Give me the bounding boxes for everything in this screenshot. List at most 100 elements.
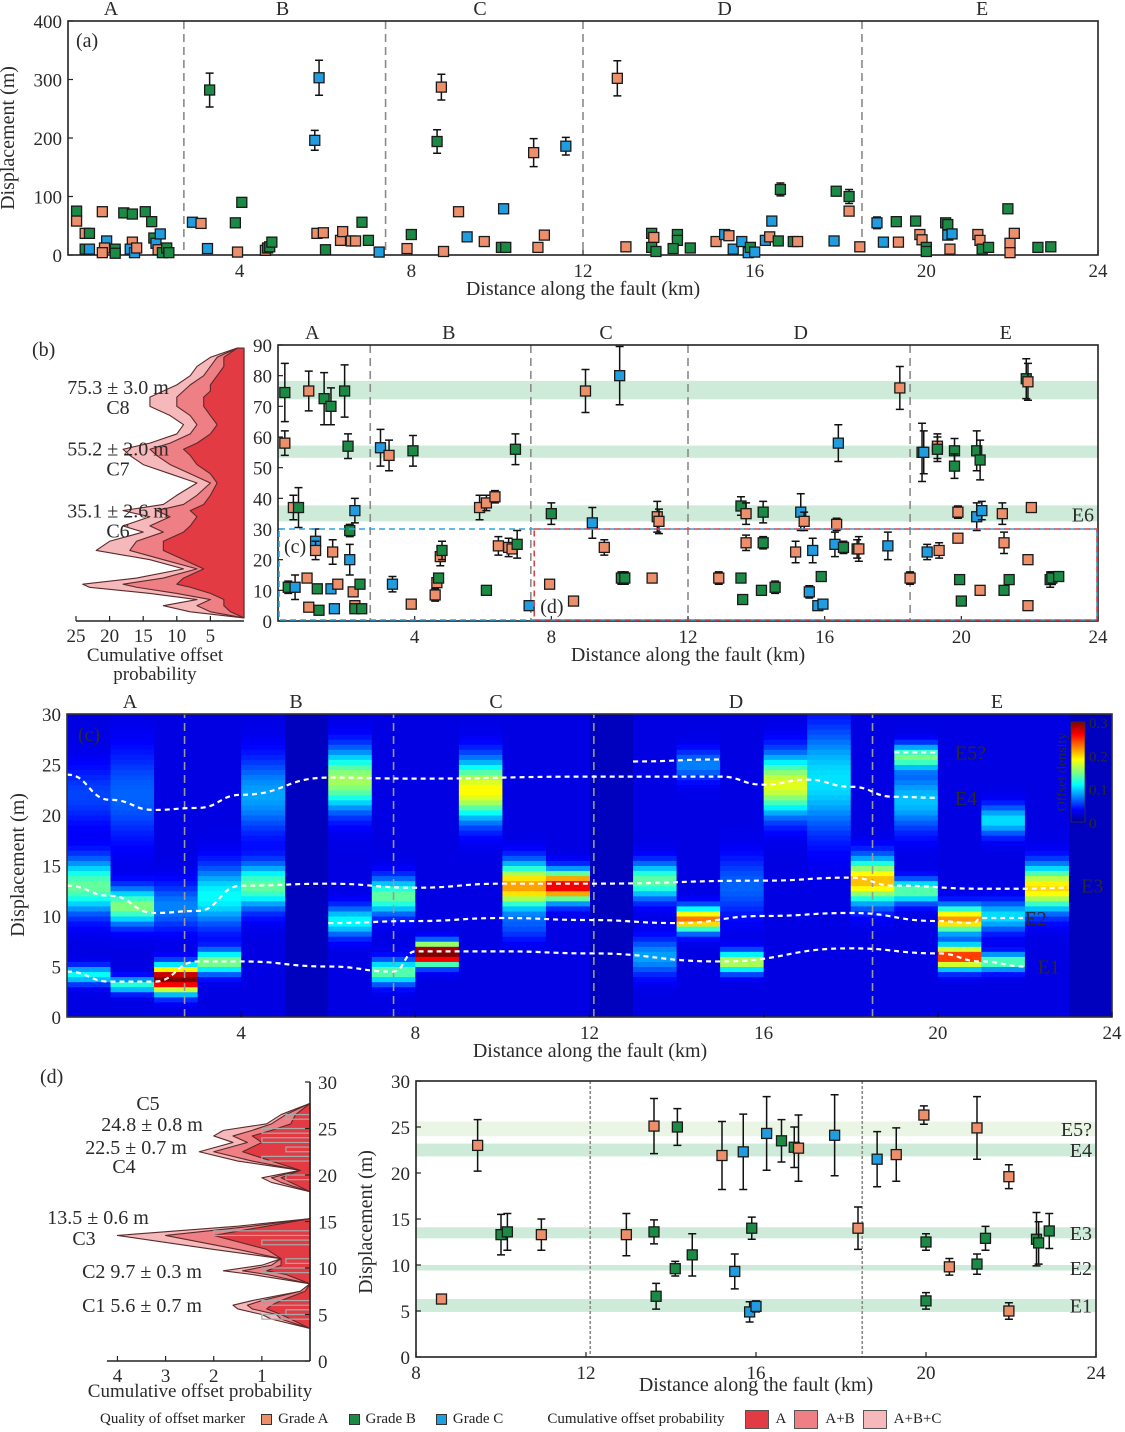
heatmap-cell [415, 890, 460, 897]
data-point-grade-b [757, 506, 769, 518]
heatmap-cell [197, 875, 242, 882]
y-tick-label: 5 [318, 1306, 328, 1327]
heatmap-cell [937, 784, 982, 791]
data-point-grade-a [96, 247, 108, 259]
heatmap-cell [458, 936, 503, 942]
heatmap-cell [545, 956, 590, 962]
heatmap-cell [415, 830, 460, 836]
heatmap-cell [415, 946, 460, 952]
heatmap-cell [545, 764, 590, 771]
heatmap-cell [633, 885, 678, 892]
y-tick-label: 30 [42, 705, 61, 726]
heatmap-cell [110, 825, 155, 831]
event-line [66, 773, 938, 812]
heatmap-cell [545, 784, 590, 791]
data-point-grade-a [892, 236, 905, 248]
data-point-grade-b [342, 440, 354, 452]
x-tick-label: 20 [100, 626, 119, 647]
heatmap-cell [1024, 900, 1069, 907]
data-point-grade-a [648, 231, 660, 244]
heatmap-cell [807, 815, 852, 821]
heatmap-cell [894, 956, 939, 962]
heatmap-cell [154, 971, 199, 978]
heatmap-cell [1024, 916, 1069, 922]
heatmap-cell [763, 754, 808, 760]
heatmap-cell [850, 835, 895, 841]
heatmap-cell [633, 779, 678, 786]
data-point-grade-b [746, 1222, 758, 1234]
heatmap-cell [67, 895, 112, 902]
heatmap-cell [676, 729, 721, 735]
heatmap-cell [110, 734, 155, 740]
heatmap-cell [67, 890, 112, 897]
legend-label-a-b-c: A+B+C [893, 1410, 942, 1427]
heatmap-cell [1024, 1006, 1069, 1013]
heatmap-cell [154, 830, 199, 836]
heatmap-cell [850, 1001, 895, 1008]
heatmap-cell [110, 774, 155, 781]
heatmap-cell [981, 749, 1026, 755]
heatmap-cell [110, 956, 155, 962]
legend-cop: Cumulative offset probability A A+B A+B+… [547, 1409, 942, 1429]
heatmap-cell [937, 835, 982, 841]
heatmap-cell [502, 895, 547, 902]
heatmap-cell [458, 719, 503, 725]
heatmap-cell [981, 875, 1026, 882]
heatmap-cell [807, 804, 852, 811]
data-point-grade-b [1043, 1225, 1055, 1237]
heatmap-cell [937, 941, 982, 947]
heatmap-cell [67, 1006, 112, 1013]
heatmap-cell [676, 900, 721, 907]
heatmap-cell [197, 1006, 242, 1013]
data-point-grade-a [437, 245, 450, 258]
heatmap-cell [981, 794, 1026, 801]
heatmap-cell [197, 744, 242, 750]
heatmap-cell [633, 900, 678, 907]
data-point-grade-a [740, 508, 752, 520]
heatmap-cell [415, 734, 460, 740]
heatmap-cell [807, 840, 852, 846]
heatmap-cell [328, 996, 373, 1003]
heatmap-cell [328, 931, 373, 937]
heatmap-cell [676, 759, 721, 765]
heatmap-cell [415, 865, 460, 872]
heatmap-cell [197, 840, 242, 846]
heatmap-cell [981, 926, 1026, 932]
segment-label: C [599, 322, 612, 344]
heatmap-cell [110, 840, 155, 846]
data-point-grade-a [527, 146, 540, 159]
data-point-grade-b [837, 541, 850, 554]
event-label: E5? [955, 742, 986, 764]
data-point-grade-a [1022, 376, 1034, 388]
heatmap-cell [850, 991, 895, 998]
heatmap-cell [545, 714, 590, 720]
y-tick-label: 30 [391, 1072, 410, 1093]
heatmap-cell [937, 981, 982, 988]
heatmap-cell [937, 724, 982, 730]
heatmap-cell [241, 991, 286, 998]
heatmap-cell [154, 865, 199, 872]
heatmap-cell [807, 956, 852, 962]
heatmap-cell [328, 789, 373, 796]
heatmap-cell [415, 769, 460, 776]
heatmap-cell [850, 820, 895, 826]
heatmap-cell [110, 900, 155, 907]
heatmap-cell [67, 880, 112, 887]
heatmap-cell [110, 724, 155, 730]
heatmap-cell [241, 825, 286, 831]
heatmap-cell [197, 724, 242, 730]
heatmap-cell [415, 840, 460, 846]
heatmap-cell [328, 1011, 373, 1017]
heatmap-cell [807, 986, 852, 993]
data-point-grade-a [611, 72, 623, 84]
heatmap-cell [1024, 739, 1069, 745]
data-point-grade-c [586, 517, 598, 529]
heatmap-cell [894, 779, 939, 786]
data-point-grade-c [523, 600, 535, 612]
heatmap-cell [937, 900, 982, 907]
heatmap-cell [110, 784, 155, 791]
data-point-grade-b [650, 1290, 662, 1302]
heatmap-cell [676, 1006, 721, 1013]
